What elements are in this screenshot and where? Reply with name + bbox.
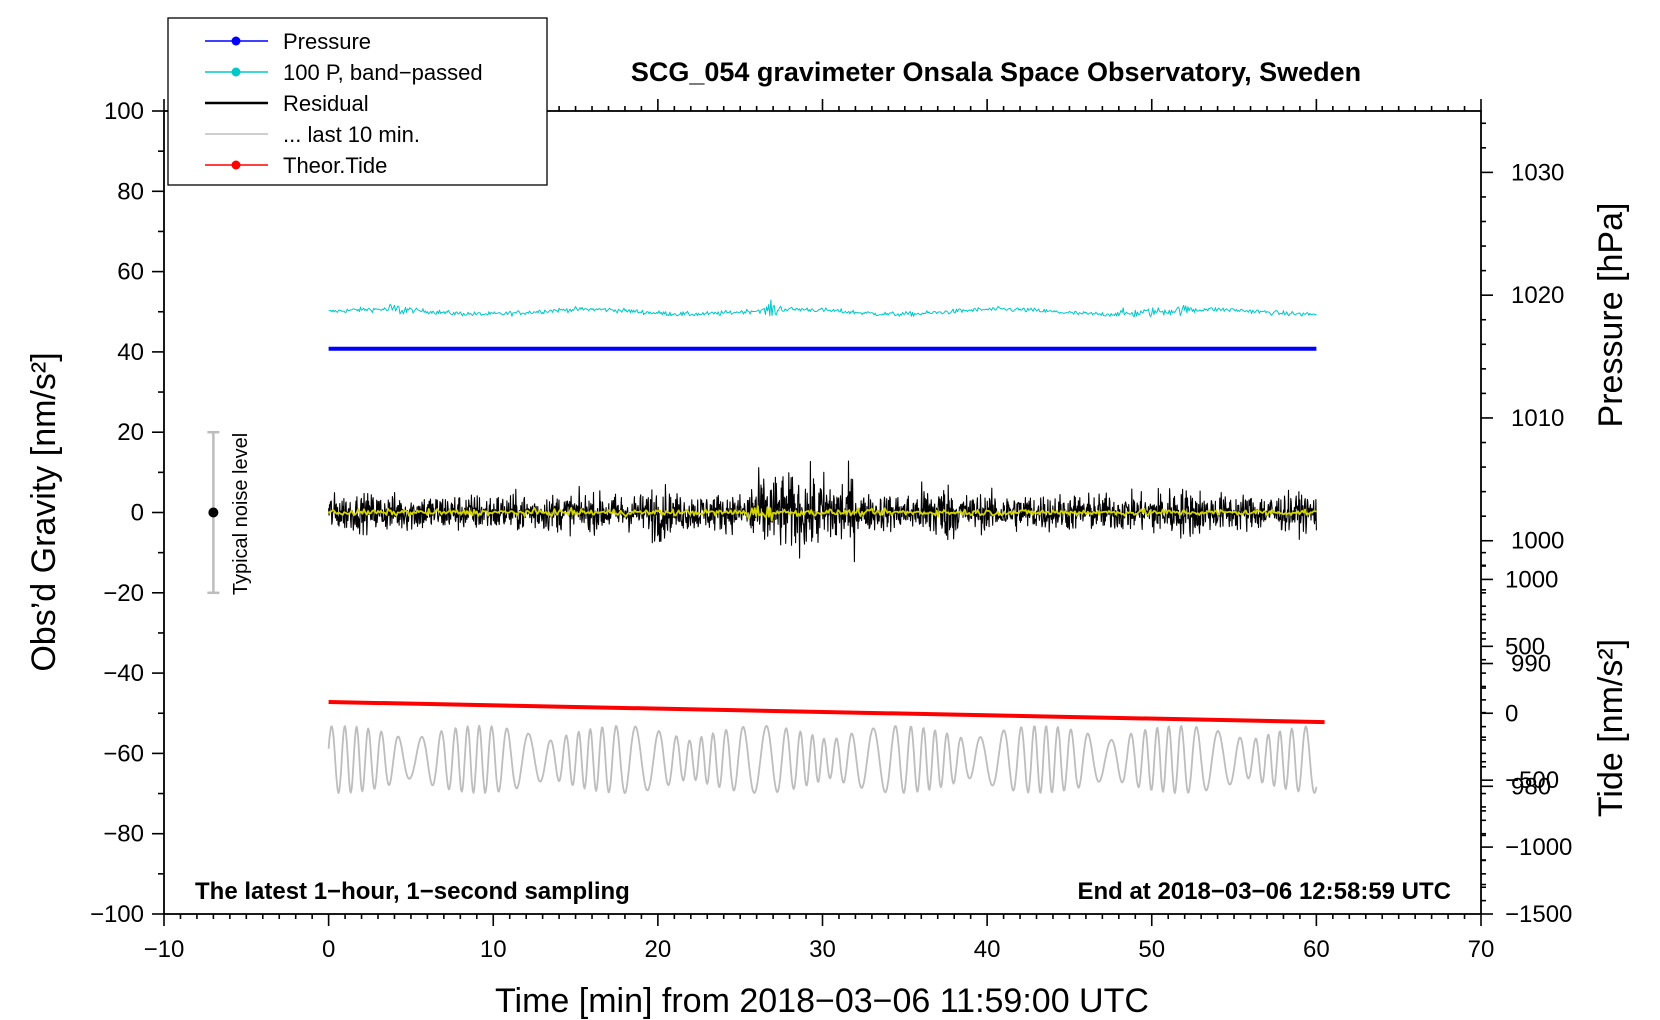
x-tick-label: 20 — [645, 936, 672, 963]
x-tick-label: 60 — [1303, 936, 1330, 963]
legend-label: Theor.Tide — [283, 153, 387, 178]
legend-label: Residual — [283, 91, 369, 116]
legend: Pressure 100 P, band−passed Residual ... la… — [167, 17, 548, 186]
tide-tick-label: −1500 — [1505, 901, 1572, 928]
y-tick-label: 20 — [117, 419, 144, 446]
legend-marker — [231, 67, 241, 77]
pressure-tick-label: 1020 — [1511, 282, 1564, 309]
residual-line — [328, 460, 1317, 563]
legend-marker — [231, 160, 241, 170]
tide-tick-label: −500 — [1505, 767, 1559, 794]
x-tick-label: 10 — [480, 936, 507, 963]
data-series — [327, 299, 1325, 794]
x-tick-label: 40 — [974, 936, 1001, 963]
y-axis-label-tide: Tide [nm/s²] — [1592, 639, 1630, 817]
x-tick-label: 70 — [1468, 936, 1495, 963]
y-tick-label: 60 — [117, 259, 144, 286]
x-tick-label: 50 — [1138, 936, 1165, 963]
pressure-tick-label: 1030 — [1511, 159, 1564, 186]
y-tick-label: −60 — [103, 740, 144, 767]
noise-bar-center-dot — [208, 507, 219, 518]
legend-label: ... last 10 min. — [283, 122, 420, 147]
annotation-right: End at 2018−03−06 12:58:59 UTC — [1077, 878, 1451, 905]
annotation-left: The latest 1−hour, 1−second sampling — [195, 878, 630, 905]
band-passed-pressure-line — [328, 299, 1317, 318]
pressure-tick-label: 1010 — [1511, 405, 1564, 432]
last-10-min-line — [327, 724, 1318, 794]
y-tick-label: −100 — [90, 901, 144, 928]
y-tick-label: −20 — [103, 580, 144, 607]
noise-level-bar: Typical noise level — [207, 430, 252, 595]
noise-bar-label: Typical noise level — [230, 433, 252, 595]
y-tick-label: 100 — [104, 98, 144, 125]
y-axis-label-pressure: Pressure [hPa] — [1592, 203, 1630, 428]
x-tick-label: 30 — [809, 936, 836, 963]
axis-ticks: −10 0 10 20 30 40 50 60 70100806040200−20−40−60−… — [90, 98, 1572, 963]
pressure-tick-label: 980 — [1511, 773, 1551, 800]
y-tick-label: 40 — [117, 339, 144, 366]
y-tick-label: −80 — [103, 821, 144, 848]
y-tick-label: −40 — [103, 660, 144, 687]
theoretical-tide-line — [328, 700, 1325, 725]
tide-tick-label: −1000 — [1505, 834, 1572, 861]
legend-label: 100 P, band−passed — [283, 60, 483, 85]
tide-tick-label: 0 — [1505, 700, 1518, 727]
tide-tick-label: 500 — [1505, 633, 1545, 660]
legend-box — [167, 17, 548, 186]
pressure-tick-label: 1000 — [1511, 528, 1564, 555]
x-axis-label: Time [min] from 2018−03−06 11:59:00 UTC — [495, 982, 1149, 1020]
y-axis-label-left: Obs’d Gravity [nm/s²] — [25, 352, 63, 671]
residual-smoothed-line — [327, 505, 1317, 522]
legend-label: Pressure — [283, 29, 371, 54]
pressure-tick-label: 990 — [1511, 651, 1551, 678]
tide-tick-label: 1000 — [1505, 566, 1558, 593]
y-tick-label: 80 — [117, 178, 144, 205]
chart-title: SCG_054 gravimeter Onsala Space Observat… — [631, 57, 1361, 87]
y-tick-label: 0 — [131, 500, 144, 527]
x-tick-label: 0 — [322, 936, 335, 963]
legend-marker — [231, 36, 241, 46]
x-tick-label: −10 — [144, 936, 185, 963]
